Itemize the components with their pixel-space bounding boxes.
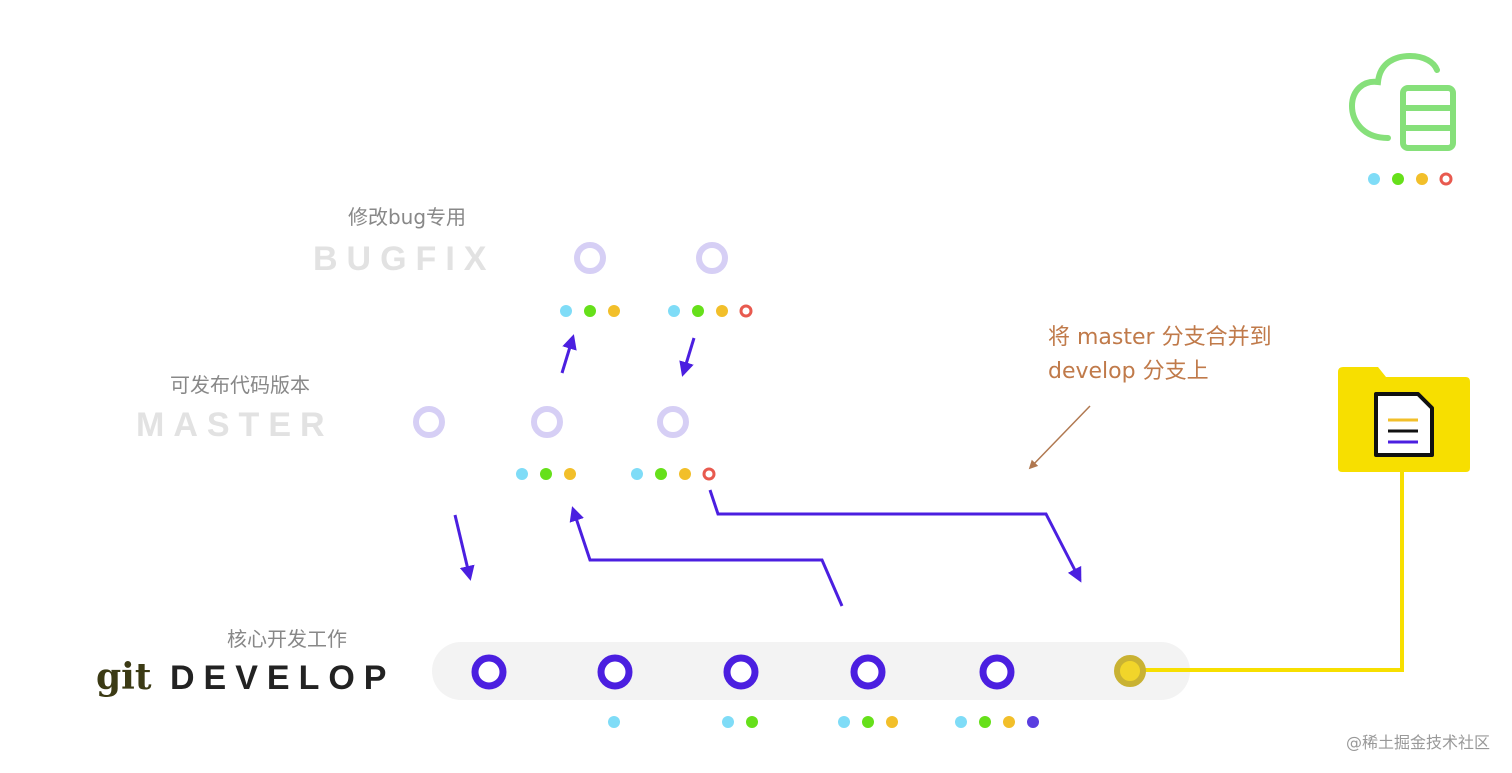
develop-track xyxy=(432,642,1190,700)
commit-rings xyxy=(413,242,1015,690)
arrow-develop-to-master xyxy=(569,506,844,607)
status-dot xyxy=(608,716,620,728)
status-dot-purple xyxy=(1027,716,1039,728)
annotation-arrow xyxy=(1028,405,1091,470)
status-dot-red xyxy=(739,304,753,318)
develop-title: DEVELOP xyxy=(170,659,395,697)
status-dot xyxy=(631,468,643,480)
arrow-master-to-develop xyxy=(453,514,475,581)
develop-commit xyxy=(471,654,507,690)
commit-ring-light xyxy=(574,242,606,274)
status-dot xyxy=(1003,716,1015,728)
commit-dots-cloud xyxy=(1368,172,1453,186)
arrow-bugfix-to-master xyxy=(679,337,696,377)
release-commit xyxy=(1114,655,1146,687)
status-dot xyxy=(979,716,991,728)
arrow-master-to-bugfix xyxy=(560,334,577,374)
develop-commit xyxy=(597,654,633,690)
status-dot xyxy=(540,468,552,480)
status-dot xyxy=(886,716,898,728)
bugfix-subtitle: 修改bug专用 xyxy=(348,205,466,229)
status-dot xyxy=(692,305,704,317)
status-dot xyxy=(955,716,967,728)
arrow-master-merge-develop xyxy=(708,489,1082,583)
cloud-server-icon xyxy=(1348,52,1456,151)
status-dot xyxy=(516,468,528,480)
status-dot xyxy=(608,305,620,317)
status-dot xyxy=(1368,173,1380,185)
status-dot xyxy=(746,716,758,728)
master-title: MASTER xyxy=(136,406,334,444)
status-dot xyxy=(560,305,572,317)
status-dot xyxy=(716,305,728,317)
develop-commit xyxy=(979,654,1015,690)
status-dot xyxy=(564,468,576,480)
watermark: @稀土掘金技术社区 xyxy=(1346,733,1490,752)
commit-ring-light xyxy=(413,406,445,438)
status-dot xyxy=(862,716,874,728)
status-dot xyxy=(1392,173,1404,185)
status-dot xyxy=(1416,173,1428,185)
commit-dots xyxy=(516,304,1039,728)
commit-ring-light xyxy=(657,406,689,438)
commit-ring-light xyxy=(531,406,563,438)
status-dot xyxy=(584,305,596,317)
status-dot xyxy=(838,716,850,728)
develop-subtitle: 核心开发工作 xyxy=(227,627,347,651)
develop-commit xyxy=(850,654,886,690)
flow-arrows xyxy=(453,334,1082,607)
status-dot xyxy=(679,468,691,480)
release-line xyxy=(1140,472,1404,672)
master-subtitle: 可发布代码版本 xyxy=(170,373,310,397)
bugfix-title: BUGFIX xyxy=(313,240,495,278)
status-dot-red xyxy=(702,467,716,481)
status-dot xyxy=(668,305,680,317)
status-dot-red xyxy=(1439,172,1453,186)
status-dot xyxy=(655,468,667,480)
commit-ring-light xyxy=(696,242,728,274)
develop-commit xyxy=(723,654,759,690)
annotation-line2: develop 分支上 xyxy=(1048,359,1209,384)
folder-document-icon xyxy=(1338,367,1470,472)
annotation-line1: 将 master 分支合并到 xyxy=(1048,325,1272,350)
git-logo: git xyxy=(96,656,152,698)
status-dot xyxy=(722,716,734,728)
